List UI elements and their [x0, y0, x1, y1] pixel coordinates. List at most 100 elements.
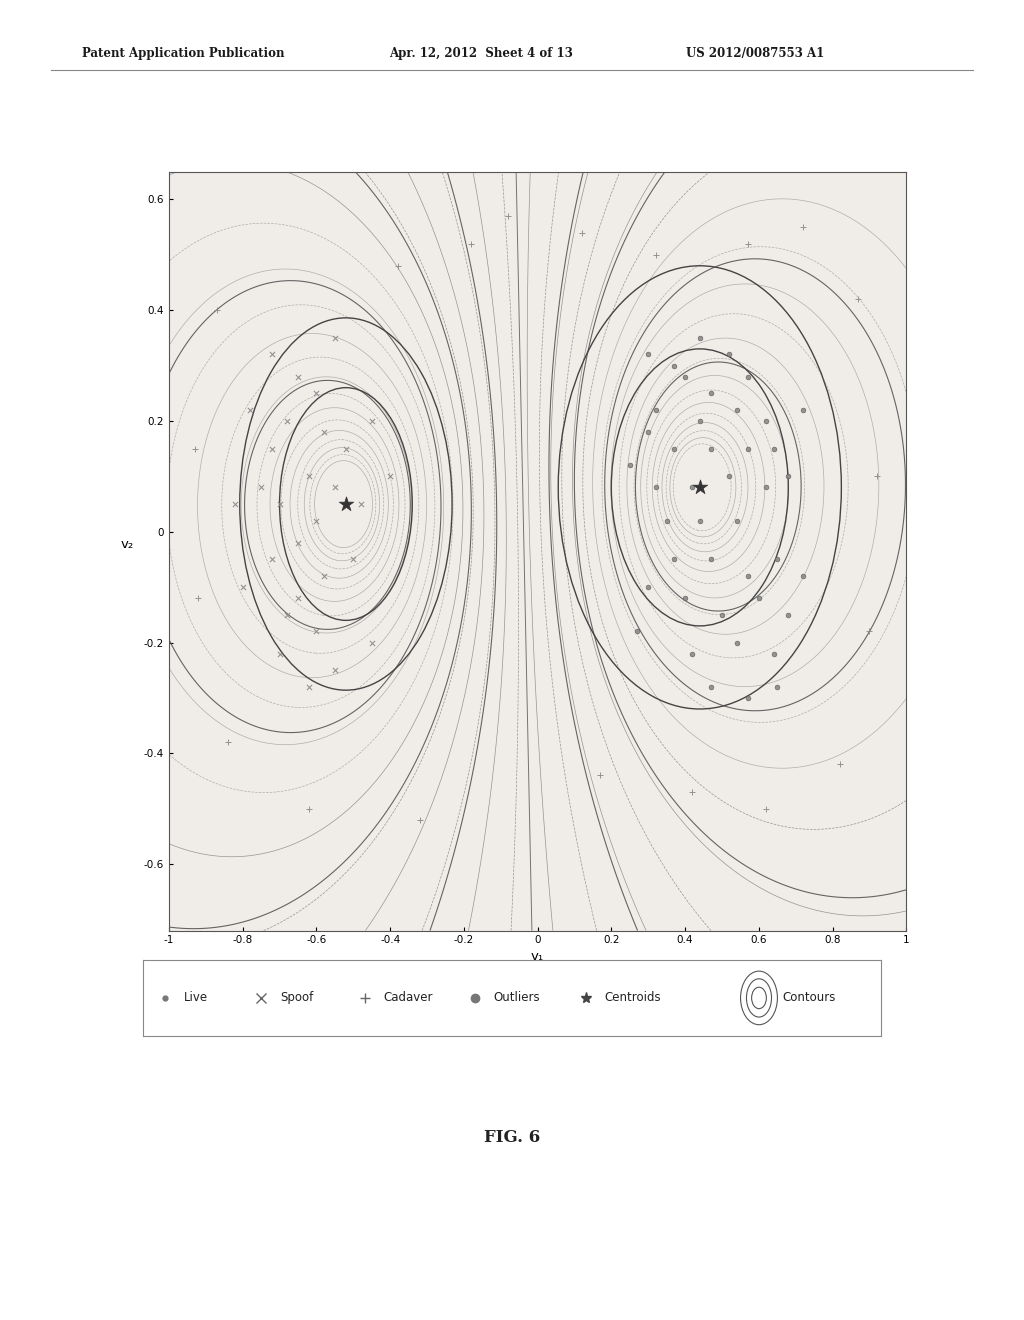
Point — [677, 587, 693, 609]
Point — [647, 244, 664, 265]
Point — [279, 411, 295, 432]
Point — [308, 510, 325, 531]
Point — [739, 366, 756, 387]
Point — [220, 731, 237, 752]
Point — [714, 605, 730, 626]
Y-axis label: v₂: v₂ — [121, 539, 134, 552]
Point — [666, 355, 682, 376]
Point — [769, 549, 785, 570]
Point — [702, 383, 719, 404]
Point — [684, 643, 700, 664]
Point — [234, 577, 251, 598]
Point — [315, 565, 332, 586]
Point — [640, 345, 656, 366]
Point — [751, 587, 767, 609]
Point — [677, 366, 693, 387]
Point — [739, 565, 756, 586]
Point — [190, 587, 207, 609]
Point — [739, 234, 756, 255]
Point — [315, 421, 332, 442]
Point — [765, 438, 781, 459]
Point — [861, 620, 878, 642]
Point — [308, 383, 325, 404]
Point — [850, 289, 866, 310]
Point — [739, 438, 756, 459]
Point — [691, 327, 708, 348]
Point — [412, 809, 428, 830]
Point — [795, 399, 811, 420]
Point — [327, 327, 343, 348]
Point — [702, 549, 719, 570]
Point — [573, 222, 590, 243]
Point — [264, 345, 281, 366]
Point — [769, 676, 785, 697]
Point — [647, 399, 664, 420]
Point — [290, 587, 306, 609]
Point — [186, 438, 203, 459]
X-axis label: v₁: v₁ — [531, 949, 544, 962]
Text: Live: Live — [184, 991, 208, 1005]
Point — [629, 620, 645, 642]
Point — [647, 477, 664, 498]
Point — [728, 632, 744, 653]
Point — [640, 421, 656, 442]
Point — [382, 466, 398, 487]
Point — [658, 510, 675, 531]
Text: Cadaver: Cadaver — [383, 991, 432, 1005]
Point — [780, 605, 797, 626]
Point — [271, 643, 288, 664]
Point — [728, 510, 744, 531]
Point — [622, 454, 638, 475]
Point — [684, 781, 700, 803]
Point — [364, 632, 380, 653]
Point — [691, 510, 708, 531]
Point — [279, 605, 295, 626]
Point — [702, 438, 719, 459]
Point — [227, 494, 244, 515]
Text: US 2012/0087553 A1: US 2012/0087553 A1 — [686, 46, 824, 59]
Point — [684, 477, 700, 498]
Point — [290, 532, 306, 553]
Point — [691, 411, 708, 432]
Point — [290, 366, 306, 387]
Point — [702, 676, 719, 697]
Text: Spoof: Spoof — [280, 991, 313, 1005]
Point — [463, 234, 479, 255]
Point — [389, 255, 406, 276]
Point — [780, 466, 797, 487]
Point — [338, 494, 354, 515]
Point — [327, 660, 343, 681]
Text: Patent Application Publication: Patent Application Publication — [82, 46, 285, 59]
Point — [831, 754, 848, 775]
Point — [338, 438, 354, 459]
Point — [721, 345, 737, 366]
Point — [242, 399, 258, 420]
Point — [758, 477, 774, 498]
Point — [264, 549, 281, 570]
Point — [253, 477, 269, 498]
Point — [364, 411, 380, 432]
Point — [765, 643, 781, 664]
Text: Apr. 12, 2012  Sheet 4 of 13: Apr. 12, 2012 Sheet 4 of 13 — [389, 46, 573, 59]
Text: FIG. 6: FIG. 6 — [484, 1129, 540, 1146]
Point — [758, 411, 774, 432]
Text: Contours: Contours — [782, 991, 836, 1005]
Point — [345, 549, 361, 570]
Text: Outliers: Outliers — [494, 991, 541, 1005]
Point — [666, 438, 682, 459]
Point — [795, 216, 811, 238]
Point — [739, 688, 756, 709]
Point — [721, 466, 737, 487]
Point — [691, 477, 708, 498]
Point — [308, 620, 325, 642]
Point — [301, 466, 317, 487]
Point — [301, 676, 317, 697]
Point — [500, 206, 516, 227]
Point — [666, 549, 682, 570]
Point — [209, 300, 225, 321]
Point — [352, 494, 369, 515]
Point — [728, 399, 744, 420]
Point — [868, 466, 885, 487]
Point — [795, 565, 811, 586]
Point — [271, 494, 288, 515]
